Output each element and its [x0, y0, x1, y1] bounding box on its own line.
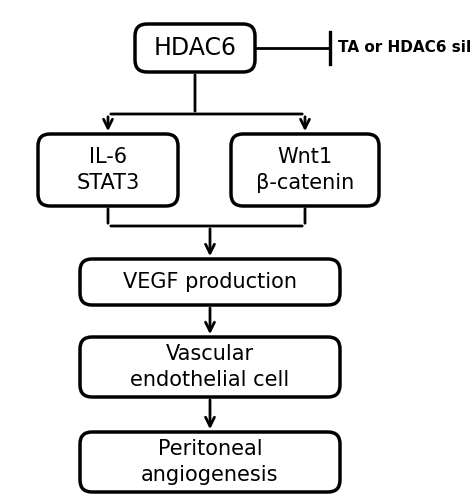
- FancyBboxPatch shape: [80, 432, 340, 492]
- Text: TA or HDAC6 siRNA: TA or HDAC6 siRNA: [338, 40, 470, 56]
- FancyBboxPatch shape: [80, 337, 340, 397]
- Text: IL-6
STAT3: IL-6 STAT3: [76, 147, 140, 193]
- FancyBboxPatch shape: [135, 24, 255, 72]
- Text: Peritoneal
angiogenesis: Peritoneal angiogenesis: [141, 439, 279, 485]
- FancyBboxPatch shape: [80, 259, 340, 305]
- FancyBboxPatch shape: [38, 134, 178, 206]
- Text: HDAC6: HDAC6: [154, 36, 236, 60]
- Text: VEGF production: VEGF production: [123, 272, 297, 292]
- Text: Wnt1
β-catenin: Wnt1 β-catenin: [256, 147, 354, 193]
- Text: Vascular
endothelial cell: Vascular endothelial cell: [130, 344, 290, 390]
- FancyBboxPatch shape: [231, 134, 379, 206]
